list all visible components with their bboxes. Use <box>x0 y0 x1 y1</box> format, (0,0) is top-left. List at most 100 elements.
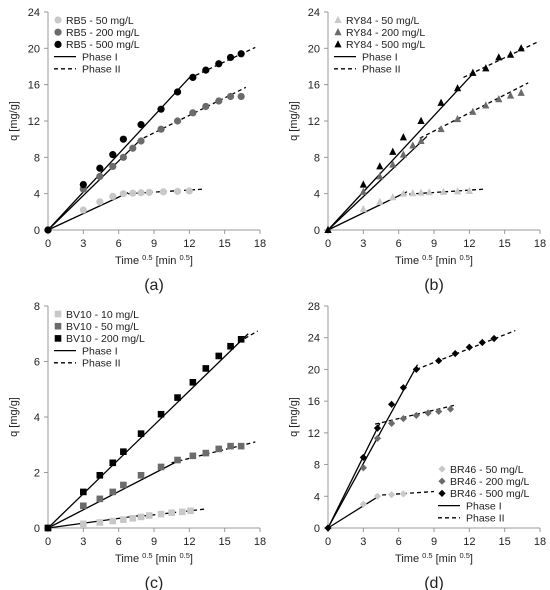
data-point <box>412 411 420 420</box>
y-axis-label: q [mg/g] <box>288 101 300 141</box>
data-point <box>435 407 443 416</box>
data-point <box>96 172 104 181</box>
data-point <box>157 463 165 471</box>
data-point <box>79 206 87 214</box>
x-axis-label: Time 0.5 [min 0.5] <box>395 551 473 565</box>
x-tick-label: 6 <box>396 536 402 548</box>
phase-2-fit-line <box>419 82 529 139</box>
data-point <box>109 192 117 200</box>
legend-label: Phase II <box>362 64 401 76</box>
data-point <box>495 95 503 103</box>
data-point <box>417 188 425 196</box>
data-point <box>506 50 515 58</box>
legend-label: RB5 - 200 mg/L <box>66 27 140 39</box>
data-point <box>388 400 396 408</box>
y-tick-label: 8 <box>314 460 320 472</box>
data-point <box>80 502 87 510</box>
data-point <box>453 187 462 195</box>
legend-marker <box>438 489 446 497</box>
y-tick-label: 2 <box>34 468 40 480</box>
data-point <box>187 507 194 515</box>
data-point <box>409 189 417 197</box>
data-point <box>120 516 127 523</box>
data-point <box>439 187 448 195</box>
data-point <box>417 136 425 144</box>
legend-marker <box>438 465 446 473</box>
y-axis-label: q [mg/g] <box>8 397 20 437</box>
x-tick-label: 18 <box>254 536 266 548</box>
x-tick-label: 12 <box>463 536 475 548</box>
y-tick-label: 0 <box>34 225 40 237</box>
data-point <box>96 519 104 526</box>
data-point <box>129 189 137 197</box>
data-point <box>119 190 127 198</box>
data-point <box>109 162 117 171</box>
data-point <box>359 180 367 188</box>
y-tick-label: 16 <box>308 396 320 408</box>
y-tick-label: 4 <box>34 189 40 201</box>
y-tick-label: 24 <box>308 333 320 345</box>
phase-2-fit-line <box>189 46 256 79</box>
data-point <box>359 464 367 472</box>
x-axis-label-part: Time <box>115 553 142 565</box>
data-point <box>202 102 210 111</box>
data-point <box>227 342 234 350</box>
x-tick-label: 9 <box>151 238 157 250</box>
x-tick-label: 0 <box>45 238 51 250</box>
data-point <box>120 448 127 455</box>
x-axis-label-sup: 0.5 <box>422 253 432 262</box>
x-axis-label-part: Time <box>115 255 142 267</box>
data-point <box>465 343 473 351</box>
data-point <box>359 187 367 195</box>
x-tick-label: 18 <box>534 536 546 548</box>
data-point <box>359 204 367 213</box>
data-point <box>517 44 525 52</box>
data-point <box>44 524 52 532</box>
y-tick-label: 8 <box>314 152 320 164</box>
x-axis-label-part: ] <box>470 255 473 267</box>
x-axis-label-sup: 0.5 <box>459 253 469 262</box>
x-tick-label: 15 <box>499 536 511 548</box>
data-point <box>44 226 52 234</box>
data-point <box>399 490 407 498</box>
data-point <box>168 509 175 517</box>
data-point <box>324 524 332 532</box>
x-tick-label: 0 <box>325 536 331 548</box>
data-point <box>109 488 117 496</box>
phase-1-fit-line <box>47 138 142 231</box>
data-point <box>469 107 477 115</box>
x-axis-label-part: [min <box>153 553 180 565</box>
legend-marker <box>54 28 62 36</box>
data-point <box>129 144 137 152</box>
x-tick-label: 0 <box>45 536 51 548</box>
data-point <box>324 225 332 233</box>
data-point <box>237 336 245 343</box>
data-point <box>109 151 117 159</box>
x-axis-label-sup: 0.5 <box>179 551 189 560</box>
legend-label: Phase II <box>82 64 121 76</box>
data-point <box>189 73 197 81</box>
data-point <box>119 135 127 143</box>
y-axis-label: q [mg/g] <box>8 101 20 141</box>
legend-label: RB5 - 50 mg/L <box>66 15 134 27</box>
data-point <box>157 410 165 418</box>
x-tick-label: 12 <box>463 238 475 250</box>
data-point <box>109 459 117 467</box>
legend-label: BR46 - 50 mg/L <box>450 464 524 476</box>
legend-marker <box>438 477 446 485</box>
x-tick-label: 9 <box>431 536 437 548</box>
data-point <box>80 520 87 528</box>
legend-marker <box>54 40 62 49</box>
data-point <box>173 117 182 125</box>
y-tick-label: 0 <box>314 225 320 237</box>
legend-label: RY84 - 500 mg/L <box>346 39 425 51</box>
legend-label: BR46 - 200 mg/L <box>450 476 530 488</box>
x-axis-label-part: ] <box>470 553 473 565</box>
x-axis-label-part: ] <box>190 255 193 267</box>
x-tick-label: 6 <box>116 536 122 548</box>
data-point <box>435 357 443 365</box>
data-point <box>482 101 490 109</box>
data-point <box>173 187 182 195</box>
legend-marker <box>334 40 342 48</box>
x-axis-label-part: [min <box>153 255 180 267</box>
